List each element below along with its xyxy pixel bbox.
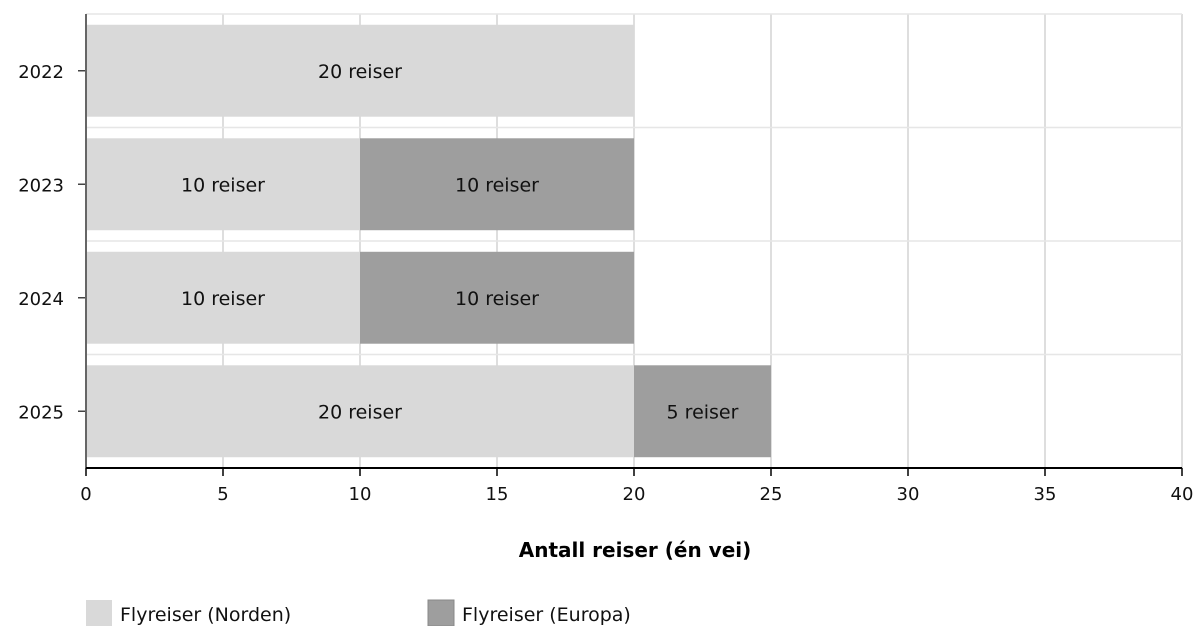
legend-swatch [427, 599, 455, 626]
legend-item: Flyreiser (Europa) [427, 599, 631, 626]
x-tick-label: 10 [349, 484, 372, 505]
bar-data-label: 20 reiser [318, 401, 402, 423]
bar-data-label: 10 reiser [181, 288, 265, 310]
bar-data-label: 20 reiser [318, 61, 402, 83]
bar-segment [86, 251, 360, 344]
bar-segment [86, 138, 360, 231]
bar-segment [360, 138, 634, 231]
bar-data-label: 10 reiser [455, 288, 539, 310]
bar-segment [634, 365, 771, 458]
x-tick-label: 15 [486, 484, 509, 505]
legend-label: Flyreiser (Europa) [462, 604, 631, 626]
legend: Flyreiser (Norden) Flyreiser (Europa) [86, 599, 631, 626]
bar-data-label: 10 reiser [181, 174, 265, 196]
x-tick-label: 5 [217, 484, 228, 505]
x-axis-title: Antall reiser (én vei) [519, 538, 752, 562]
bar-data-label: 10 reiser [455, 174, 539, 196]
x-tick-label: 30 [897, 484, 920, 505]
legend-label: Flyreiser (Norden) [120, 604, 291, 626]
y-tick-label: 2023 [18, 175, 64, 196]
x-tick-label: 25 [760, 484, 783, 505]
legend-item: Flyreiser (Norden) [86, 600, 291, 626]
bar-segment [86, 365, 634, 458]
x-tick-label: 0 [80, 484, 91, 505]
grid-layer [86, 13, 1183, 468]
y-tick-label: 2024 [18, 289, 64, 310]
x-tick-label: 20 [623, 484, 646, 505]
bar-segment [86, 24, 634, 117]
bars-layer: 20 reiser 10 reiser 10 reiser 10 reiser 10 r… [86, 24, 771, 458]
bar-data-label: 5 reiser [667, 401, 739, 423]
legend-swatch [86, 600, 112, 626]
y-tick-label: 2022 [18, 62, 64, 83]
y-tick-label: 2025 [18, 402, 64, 423]
x-tick-label: 40 [1171, 484, 1194, 505]
bar-segment [360, 251, 634, 344]
x-tick-label: 35 [1034, 484, 1057, 505]
